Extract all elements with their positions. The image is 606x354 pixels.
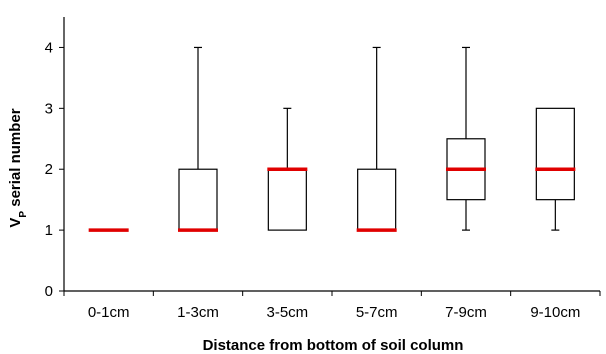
y-tick-label-3: 3 (45, 100, 53, 117)
y-tick-label-0: 0 (45, 283, 53, 300)
y-axis-title-subscript: P (18, 211, 29, 218)
x-tick-label-9-10cm: 9-10cm (530, 304, 580, 321)
y-tick-label-4: 4 (45, 39, 53, 56)
x-axis-title: Distance from bottom of soil column (203, 337, 464, 354)
box-9-10cm (535, 107, 575, 201)
x-tick-label-1-3cm: 1-3cm (177, 304, 219, 321)
x-tick-label-7-9cm: 7-9cm (445, 304, 487, 321)
y-axis-title: VP serial number (7, 108, 29, 227)
x-tick-label-0-1cm: 0-1cm (88, 304, 130, 321)
box-3-5cm (267, 168, 307, 231)
y-tick-label-2: 2 (45, 161, 53, 178)
x-tick-label-3-5cm: 3-5cm (266, 304, 308, 321)
y-axis-title-main: V (7, 218, 24, 228)
x-tick-label-5-7cm: 5-7cm (356, 304, 398, 321)
box-1-3cm (178, 168, 218, 231)
box-5-7cm (357, 168, 397, 231)
y-axis-title-rest: serial number (7, 108, 24, 211)
plot-area: 0 1 2 3 4 0-1cm 1-3cm 3-5cm 5-7cm 7-9cm 9-10cm (45, 17, 601, 321)
y-tick-label-1: 1 (45, 222, 53, 239)
